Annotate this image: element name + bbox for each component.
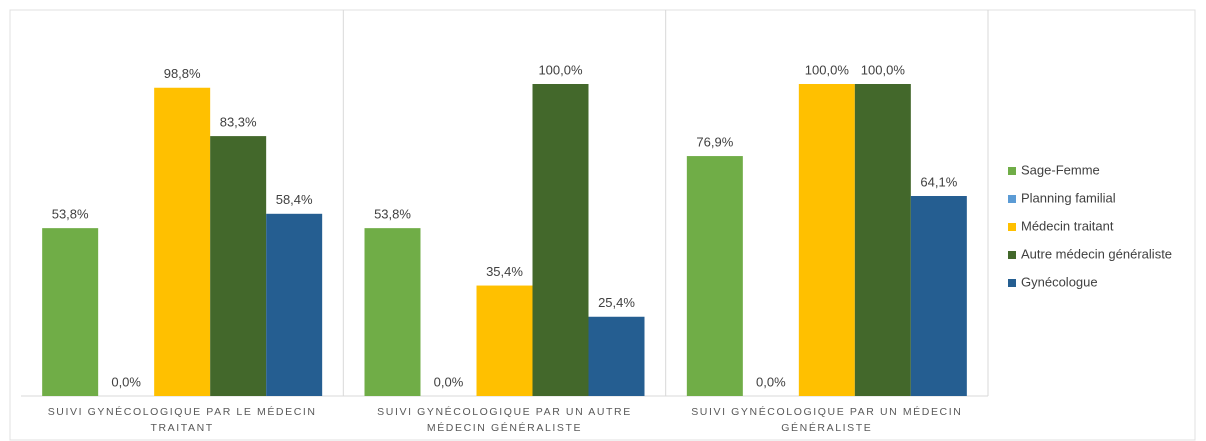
data-label: 83,3% xyxy=(220,115,257,130)
legend-label: Autre médecin généraliste xyxy=(1021,246,1172,261)
data-label: 53,8% xyxy=(374,207,411,222)
bar xyxy=(42,228,99,396)
legend-label: Gynécologue xyxy=(1021,274,1098,289)
chart-border xyxy=(9,9,1196,441)
bar xyxy=(532,84,589,396)
x-tick-label: SUIVI GYNÉCOLOGIQUE PAR LE MÉDECIN TRAIT… xyxy=(47,406,317,434)
legend-marker xyxy=(1008,195,1016,203)
data-label: 98,8% xyxy=(164,66,201,81)
data-label: 64,1% xyxy=(920,174,957,189)
data-label: 0,0% xyxy=(434,374,464,389)
legend-label: Médecin traitant xyxy=(1021,218,1114,233)
data-label: 100,0% xyxy=(538,62,583,77)
bar xyxy=(588,316,645,396)
bar xyxy=(154,87,211,396)
bar xyxy=(910,196,967,396)
bar xyxy=(266,213,323,396)
legend-label: Sage-Femme xyxy=(1021,162,1100,177)
legend-label: Planning familial xyxy=(1021,190,1116,205)
data-label: 53,8% xyxy=(52,207,89,222)
data-label: 0,0% xyxy=(111,374,141,389)
data-label: 100,0% xyxy=(805,62,850,77)
data-label: 100,0% xyxy=(861,62,906,77)
data-label: 0,0% xyxy=(756,374,786,389)
bar xyxy=(686,156,743,396)
data-label: 58,4% xyxy=(276,192,313,207)
legend-marker xyxy=(1008,223,1016,231)
bar xyxy=(476,285,533,396)
legend-marker xyxy=(1008,167,1016,175)
bar xyxy=(854,84,911,396)
data-label: 25,4% xyxy=(598,295,635,310)
bar xyxy=(364,228,421,396)
bar xyxy=(798,84,855,396)
legend-marker xyxy=(1008,251,1016,259)
x-tick-label: SUIVI GYNÉCOLOGIQUE PAR UN MÉDECIN GÉNÉR… xyxy=(691,406,963,434)
bar xyxy=(210,136,267,396)
legend-marker xyxy=(1008,279,1016,287)
data-label: 76,9% xyxy=(696,135,733,150)
data-label: 35,4% xyxy=(486,264,523,279)
x-tick-label: SUIVI GYNÉCOLOGIQUE PAR UN AUTRE MÉDECIN… xyxy=(377,406,632,434)
